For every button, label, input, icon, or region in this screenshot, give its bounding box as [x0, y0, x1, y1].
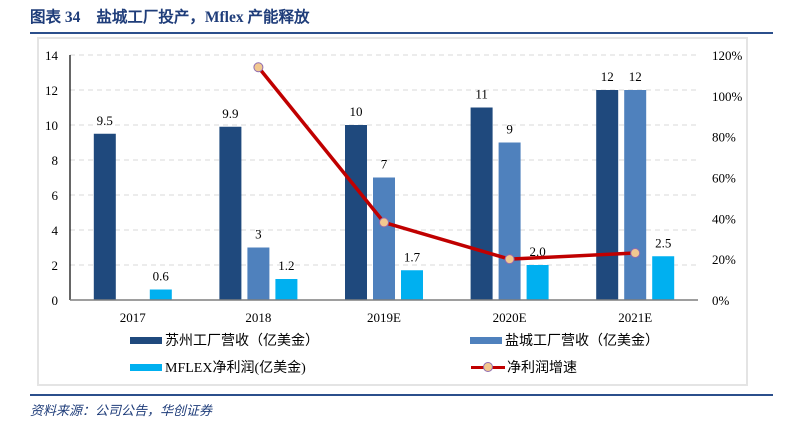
x-tick-label: 2019E [367, 310, 401, 325]
x-tick-label: 2018 [245, 310, 271, 325]
bar-data-label: 1.7 [404, 249, 421, 264]
figure-number: 图表 34 [30, 9, 81, 26]
growth-line-point [379, 217, 389, 228]
bar-data-label: 3 [255, 227, 262, 242]
growth-line [257, 66, 636, 261]
y-left-tick-label: 14 [45, 48, 59, 63]
legend-label: 苏州工厂营收（亿美金） [165, 332, 319, 348]
legend-swatch-dark-blue [130, 336, 162, 344]
growth-line-point [253, 62, 264, 73]
y-left-tick-label: 6 [52, 188, 59, 203]
bar-data-label: 9 [506, 122, 513, 137]
y-left-tick-label: 4 [52, 223, 59, 238]
bar-data-label: 11 [475, 87, 488, 102]
y-right-tick-label: 80% [712, 130, 736, 145]
y-right-tick-label: 100% [712, 89, 743, 104]
bar-yancheng-revenue [624, 90, 647, 300]
growth-line-point [630, 248, 641, 259]
y-left-tick-label: 12 [45, 83, 58, 98]
figure-title-text: 盐城工厂投产，Mflex 产能释放 [96, 9, 310, 26]
y-right-tick-label: 60% [712, 171, 736, 186]
legend-line-marker-icon [471, 362, 505, 372]
bar-data-labels: 9.5 9.9 10 11 12 3 7 9 12 0.6 1.2 1.7 2.0 2.5 [97, 69, 672, 284]
bar-data-label: 10 [350, 104, 363, 119]
bar-data-label: 2.5 [655, 235, 671, 250]
bar-mflex-net-profit [149, 289, 172, 300]
axes [69, 55, 698, 301]
bar-data-label: 9.5 [97, 113, 113, 128]
bar-suzhou-revenue [596, 90, 619, 300]
bar-suzhou-revenue [345, 125, 367, 300]
figure-title: 图表 34 盐城工厂投产，Mflex 产能释放 [30, 5, 310, 27]
tick-labels: 0 2 4 6 8 10 12 14 0% 20% 40% 60% 80% 100% 120% 2017 201… [45, 48, 743, 325]
bar-suzhou-revenue [470, 107, 493, 300]
bar-suzhou-revenue [219, 126, 242, 300]
legend-item-net-profit-growth: 净利润增速 [471, 358, 577, 376]
legend-label: 盐城工厂营收（亿美金） [505, 332, 659, 348]
bar-mflex-net-profit [652, 256, 675, 300]
x-tick-label: 2020E [493, 310, 527, 325]
bar-data-label: 12 [629, 69, 642, 84]
growth-line-point [504, 254, 515, 265]
bar-yancheng-revenue [373, 177, 395, 300]
bar-data-label: 0.6 [153, 269, 170, 284]
x-tick-label: 2021E [618, 310, 652, 325]
legend-item-yancheng-revenue: 盐城工厂营收（亿美金） [470, 331, 659, 349]
x-tick-label: 2017 [120, 310, 147, 325]
legend-swatch-cyan [130, 363, 162, 371]
legend-item-mflex-net-profit: MFLEX净利润(亿美金) [130, 358, 306, 376]
y-right-tick-label: 0% [712, 293, 730, 308]
y-right-tick-label: 120% [712, 48, 743, 63]
bars [93, 90, 675, 300]
bar-yancheng-revenue [247, 247, 270, 300]
y-left-tick-label: 0 [52, 293, 59, 308]
growth-line-series [253, 62, 641, 265]
bar-data-label: 1.2 [278, 258, 294, 273]
legend-label: 净利润增速 [507, 359, 577, 375]
y-left-tick-label: 8 [52, 153, 59, 168]
legend-item-suzhou-revenue: 苏州工厂营收（亿美金） [130, 331, 319, 349]
source-note: 资料来源：公司公告，华创证券 [30, 403, 213, 418]
bottom-divider [30, 394, 773, 396]
bar-data-label: 12 [601, 69, 614, 84]
bar-mflex-net-profit [526, 265, 549, 300]
bar-yancheng-revenue [498, 142, 521, 300]
y-left-tick-label: 2 [52, 258, 59, 273]
legend-swatch-mid-blue [470, 336, 502, 344]
y-left-tick-label: 10 [45, 118, 58, 133]
gridlines [70, 54, 698, 266]
bar-data-label: 2.0 [529, 244, 545, 259]
bar-data-label: 7 [381, 157, 388, 172]
bar-mflex-net-profit [275, 279, 298, 300]
y-right-tick-label: 20% [712, 252, 736, 267]
top-divider [30, 32, 773, 34]
bar-suzhou-revenue [93, 133, 116, 300]
y-right-tick-label: 40% [712, 211, 736, 226]
bar-data-label: 9.9 [222, 106, 238, 121]
bar-mflex-net-profit [401, 270, 423, 300]
legend-label: MFLEX净利润(亿美金) [165, 361, 306, 376]
